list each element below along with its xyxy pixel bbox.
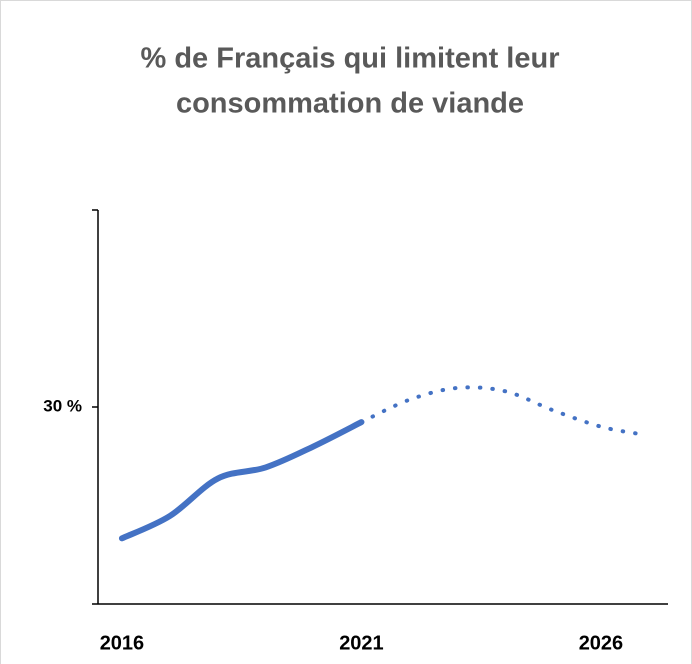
chart-subtitle: consommation de viande <box>176 88 524 120</box>
x-tick-label: 2016 <box>100 632 145 654</box>
line-series <box>118 419 365 542</box>
x-tick-label: 2026 <box>579 632 624 654</box>
chart-title: % de Français qui limitent leur <box>141 43 560 75</box>
x-tick-label: 2021 <box>339 632 384 654</box>
y-tick-label: 30 % <box>43 396 82 415</box>
line-series <box>359 385 642 436</box>
